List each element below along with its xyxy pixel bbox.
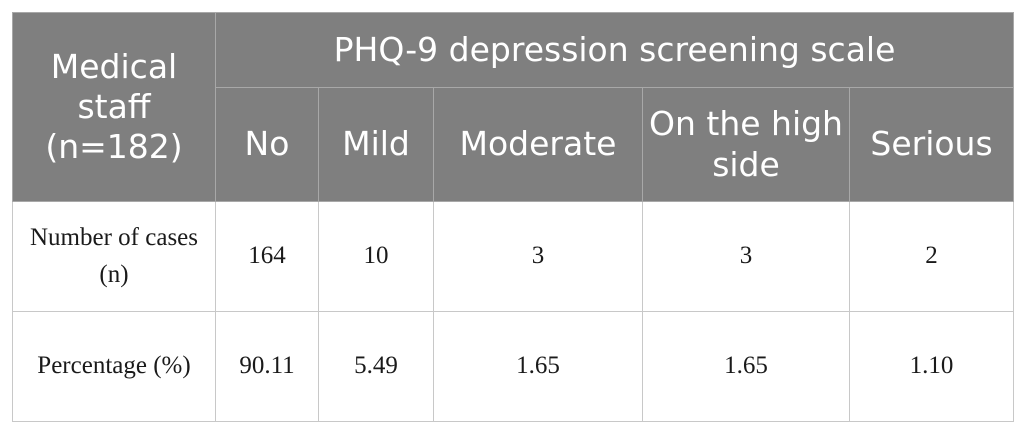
cell-pct-high-side: 1.65 bbox=[642, 311, 850, 422]
cell-cases-high-side: 3 bbox=[642, 201, 850, 312]
row-header-medical-staff: Medical staff (n=182) bbox=[12, 12, 216, 202]
group-header-phq9: PHQ-9 depression screening scale bbox=[214, 12, 1015, 88]
cell-cases-serious: 2 bbox=[848, 201, 1015, 312]
column-header-high-side: On the high side bbox=[642, 87, 850, 202]
column-header-serious: Serious bbox=[848, 87, 1015, 202]
row-label-number-of-cases: Number of cases (n) bbox=[12, 201, 216, 312]
cell-cases-mild: 10 bbox=[318, 201, 434, 312]
cell-pct-moderate: 1.65 bbox=[433, 311, 643, 422]
cell-pct-no: 90.11 bbox=[215, 311, 319, 422]
cell-pct-mild: 5.49 bbox=[318, 311, 434, 422]
column-header-moderate: Moderate bbox=[433, 87, 643, 202]
header-row-group: Medical staff (n=182) PHQ-9 depression s… bbox=[12, 12, 1015, 202]
column-header-mild: Mild bbox=[318, 87, 434, 202]
cell-cases-moderate: 3 bbox=[433, 201, 643, 312]
cell-cases-no: 164 bbox=[215, 201, 319, 312]
table-row-number-of-cases: Number of cases (n) 164 10 3 3 2 bbox=[12, 201, 1015, 312]
cell-pct-serious: 1.10 bbox=[848, 311, 1015, 422]
phq9-results-table: Medical staff (n=182) PHQ-9 depression s… bbox=[12, 12, 1015, 422]
row-label-percentage: Percentage (%) bbox=[12, 311, 216, 422]
header-row-columns: No Mild Moderate On the high side Seriou… bbox=[13, 87, 1015, 202]
table-row-percentage: Percentage (%) 90.11 5.49 1.65 1.65 1.10 bbox=[12, 311, 1015, 422]
column-header-no: No bbox=[215, 87, 319, 202]
